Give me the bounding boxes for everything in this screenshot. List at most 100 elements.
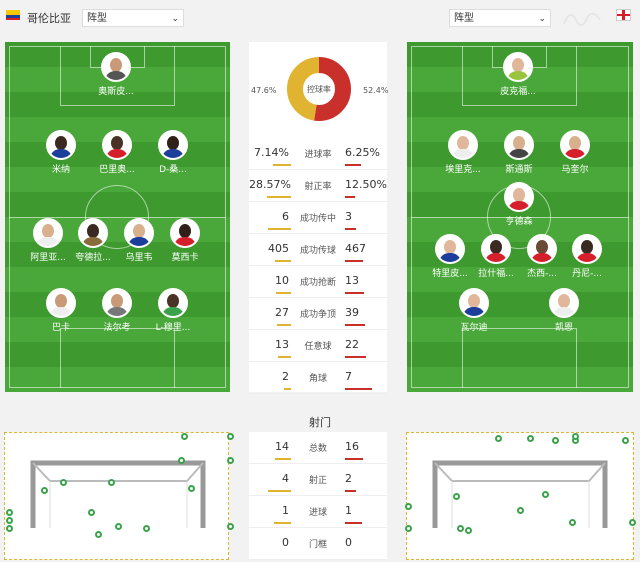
player-avatar [102,288,132,318]
home-stat-value: 27 [275,306,289,319]
home-stat-value: 10 [275,274,289,287]
player-name: 皮克福... [500,87,536,97]
away-stat-bar [345,388,372,390]
stat-row: 6 成功传中 3 [249,202,387,234]
player-avatar [33,218,63,248]
home-stat-value: 13 [275,338,289,351]
stat-label: 成功传球 [299,246,336,256]
shot-marker [95,531,102,538]
home-player-fw1[interactable]: 巴卡 [31,288,91,333]
player-name: 米纳 [51,165,70,175]
player-name: 夸德拉... [75,253,111,263]
stat-label: 门框 [308,540,327,550]
away-player-df3[interactable]: 马奎尔 [545,130,605,175]
home-player-df1[interactable]: 米纳 [31,130,91,175]
goal-frame-icon [30,460,206,528]
home-player-fw2[interactable]: 法尔考 [87,288,147,333]
player-avatar [549,288,579,318]
away-player-mf2[interactable]: 拉什福... [466,234,526,279]
player-avatar [503,52,533,82]
player-avatar [170,218,200,248]
stat-label: 角球 [308,374,327,384]
away-stat-bar [345,196,355,198]
player-avatar [158,130,188,160]
stat-label: 总数 [308,444,327,454]
player-avatar [527,234,557,264]
away-player-gk[interactable]: 皮克福... [488,52,548,97]
home-stat-value: 6 [282,210,289,223]
home-player-mf1[interactable]: 阿里亚... [18,218,78,263]
player-name: 瓦尔迪 [460,323,488,333]
home-player-mf3[interactable]: 乌里韦 [109,218,169,263]
away-possession-pct: 52.4% [363,86,389,95]
home-player-gk[interactable]: 奥斯皮... [86,52,146,97]
away-formation-label: 阵型 [454,13,474,24]
goal-frame-icon [432,460,608,528]
player-avatar [435,234,465,264]
shot-marker [41,487,48,494]
home-possession-pct: 47.6% [251,86,277,95]
player-avatar [504,182,534,212]
away-player-dm[interactable]: 亨德森 [489,182,549,227]
player-avatar [481,234,511,264]
shot-marker [143,525,150,532]
player-name: 乌里韦 [125,253,153,263]
home-player-mf4[interactable]: 莫西卡 [155,218,215,263]
away-player-mf1[interactable]: 特里皮... [420,234,480,279]
shot-marker [108,479,115,486]
away-player-mf4[interactable]: 丹尼-... [557,234,617,279]
away-player-df2[interactable]: 斯通斯 [489,130,549,175]
home-player-fw3[interactable]: L-穆里... [143,288,203,333]
player-name: 巴里奥... [99,165,135,175]
shot-marker [527,435,534,442]
player-avatar [560,130,590,160]
home-stat-bar [275,260,291,262]
player-avatar [46,130,76,160]
shot-marker [572,433,579,440]
player-avatar [459,288,489,318]
home-stat-value: 0 [282,536,289,549]
shot-marker [227,433,234,440]
home-formation-select[interactable]: 阵型 ⌄ [82,9,184,27]
shot-marker [495,435,502,442]
player-name: 杰西-... [527,269,557,279]
player-name: 阿里亚... [30,253,66,263]
shot-marker [6,509,13,516]
chevron-down-icon: ⌄ [538,14,546,24]
home-stat-bar [284,388,291,390]
home-stat-bar [275,458,291,460]
away-player-fw1[interactable]: 瓦尔迪 [444,288,504,333]
shot-marker [453,493,460,500]
away-formation-select[interactable]: 阵型 ⌄ [449,9,551,27]
home-player-df3[interactable]: D-桑... [143,130,203,175]
stat-row: 27 成功争顶 39 [249,298,387,330]
away-player-mf3[interactable]: 杰西-... [512,234,572,279]
home-player-mf2[interactable]: 夸德拉... [63,218,123,263]
player-avatar [124,218,154,248]
shot-marker [569,519,576,526]
player-avatar [158,288,188,318]
away-stat-value: 12.50% [345,178,387,191]
stat-row: 13 任意球 22 [249,330,387,362]
stat-label: 射正率 [304,182,332,192]
away-stat-bar [345,522,362,524]
away-player-df1[interactable]: 埃里克... [433,130,493,175]
away-stat-value: 2 [345,472,352,485]
away-stat-bar [345,292,364,294]
possession-label: 控球率 [307,84,331,94]
home-stat-value: 28.57% [249,178,291,191]
away-stat-value: 0 [345,536,352,549]
home-stat-value: 2 [282,370,289,383]
stat-row: 405 成功传球 467 [249,234,387,266]
shot-marker [6,517,13,524]
player-name: 法尔考 [103,323,131,333]
away-pitch: 皮克福... 埃里克... 斯通斯 马奎尔 亨德森 特里皮... 拉什福... … [407,42,633,392]
stat-label: 进球率 [304,150,332,160]
home-player-df2[interactable]: 巴里奥... [87,130,147,175]
away-stat-value: 22 [345,338,359,351]
stat-row: 7.14% 进球率 6.25% [249,138,387,170]
away-player-fw2[interactable]: 凯恩 [534,288,594,333]
shot-marker [188,485,195,492]
player-name: 丹尼-... [572,269,602,279]
shot-marker [465,527,472,534]
